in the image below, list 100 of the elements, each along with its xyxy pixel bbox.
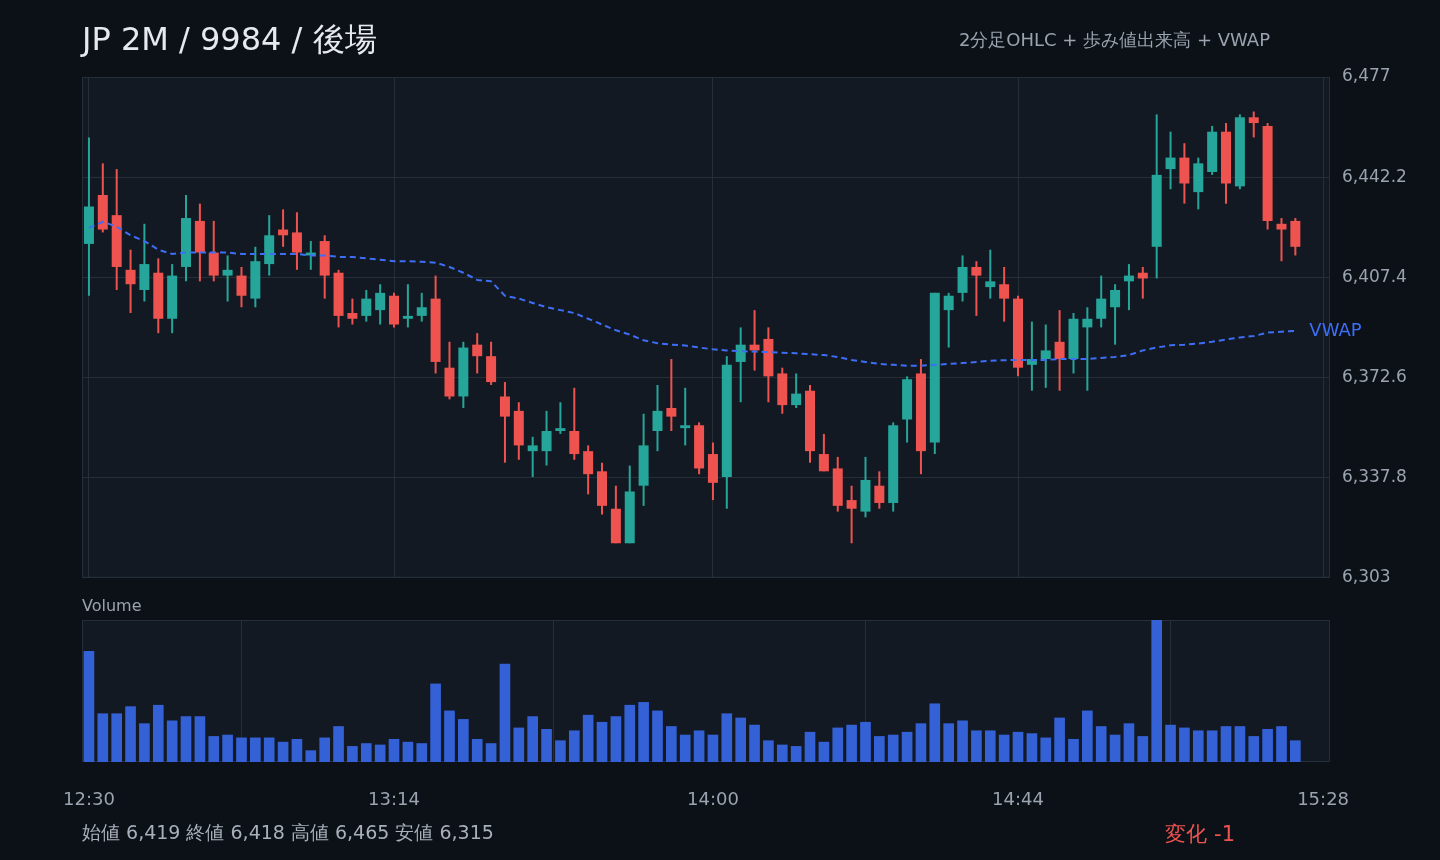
candlestick <box>499 381 510 464</box>
bar <box>513 727 525 762</box>
x-tick-label: 14:00 <box>687 788 739 810</box>
bar <box>887 734 899 762</box>
bar <box>860 721 871 762</box>
bar <box>1206 730 1218 762</box>
chart-subtitle: 2分足OHLC + 歩み値出来高 + VWAP <box>958 28 1270 52</box>
candlestick <box>472 332 483 375</box>
candlestick <box>208 219 219 283</box>
candlestick <box>236 265 247 309</box>
candlestick <box>347 297 358 326</box>
bar <box>1165 724 1176 762</box>
bar <box>208 736 220 762</box>
bar <box>1082 710 1093 762</box>
bar <box>111 713 123 762</box>
candlestick <box>1165 130 1176 191</box>
candlestick <box>222 254 233 303</box>
y-tick-label: 6,407.4 <box>1342 265 1407 286</box>
bar <box>943 723 955 762</box>
bar <box>360 743 372 762</box>
candlestick <box>943 291 954 349</box>
bar <box>1276 726 1287 762</box>
bar <box>929 703 941 762</box>
text: 変化 -1 <box>1165 821 1235 848</box>
bar <box>541 729 552 762</box>
bar <box>222 734 233 762</box>
bar <box>610 716 622 762</box>
candlestick <box>818 432 829 473</box>
bar <box>749 724 760 762</box>
bar <box>555 740 566 762</box>
candlestick <box>971 260 982 317</box>
bar <box>666 726 677 762</box>
candlestick <box>1096 274 1107 329</box>
bar <box>818 741 830 762</box>
bar <box>347 746 358 762</box>
bar <box>582 714 594 762</box>
bar <box>1068 738 1079 762</box>
bar <box>139 723 150 762</box>
bar <box>804 731 816 762</box>
bar <box>693 730 705 762</box>
candlestick <box>1054 309 1065 392</box>
candlestick <box>1110 283 1121 346</box>
bar <box>402 741 414 762</box>
candlestick <box>735 326 746 404</box>
candlestick <box>416 291 427 323</box>
bar <box>568 730 580 762</box>
bar <box>1179 727 1190 762</box>
candlestick <box>569 386 580 461</box>
bar <box>458 719 469 762</box>
bar <box>1220 726 1232 762</box>
candlestick <box>291 211 302 271</box>
candlestick <box>555 401 566 435</box>
bar <box>388 738 400 762</box>
candlestick <box>1276 217 1287 263</box>
candlestick <box>652 383 663 453</box>
bar <box>1290 740 1301 762</box>
candlestick <box>361 288 372 323</box>
bar <box>1137 736 1149 762</box>
candlestick <box>680 386 691 447</box>
bar <box>1040 737 1052 762</box>
bar <box>832 727 844 762</box>
candlestick <box>402 283 413 329</box>
bar <box>846 724 857 762</box>
bar <box>624 704 636 762</box>
bar <box>166 720 178 762</box>
y-tick-label: 6,477 <box>1342 65 1391 86</box>
series-label: VWAP <box>1309 318 1362 340</box>
bar <box>790 746 802 762</box>
y-tick-label: 6,337.8 <box>1342 466 1407 487</box>
bar <box>485 743 497 762</box>
candlestick <box>527 435 538 479</box>
y-tick-label: 6,372.6 <box>1342 365 1407 386</box>
candlestick <box>375 283 386 326</box>
chart-title: Volume <box>82 596 142 615</box>
bar <box>721 713 733 762</box>
bar <box>1262 729 1273 762</box>
bar <box>471 738 483 762</box>
x-tick-label: 12:30 <box>63 788 115 810</box>
bar <box>291 738 303 762</box>
candlestick <box>1082 306 1093 392</box>
candlestick <box>541 409 552 467</box>
bar <box>97 713 109 762</box>
bar <box>333 726 344 762</box>
bar <box>194 716 206 762</box>
bar <box>971 730 982 762</box>
bar <box>319 737 331 762</box>
bar <box>596 721 608 762</box>
candlestick <box>874 470 885 510</box>
bar <box>679 734 691 762</box>
bar <box>180 716 192 762</box>
bar <box>83 650 95 762</box>
bar <box>652 710 663 762</box>
bar <box>152 704 164 762</box>
bar <box>125 706 136 762</box>
bar <box>305 750 317 762</box>
candlestick <box>791 372 802 409</box>
bar <box>1109 734 1121 762</box>
bar <box>707 734 719 762</box>
bar <box>444 710 455 762</box>
bar <box>499 663 511 762</box>
